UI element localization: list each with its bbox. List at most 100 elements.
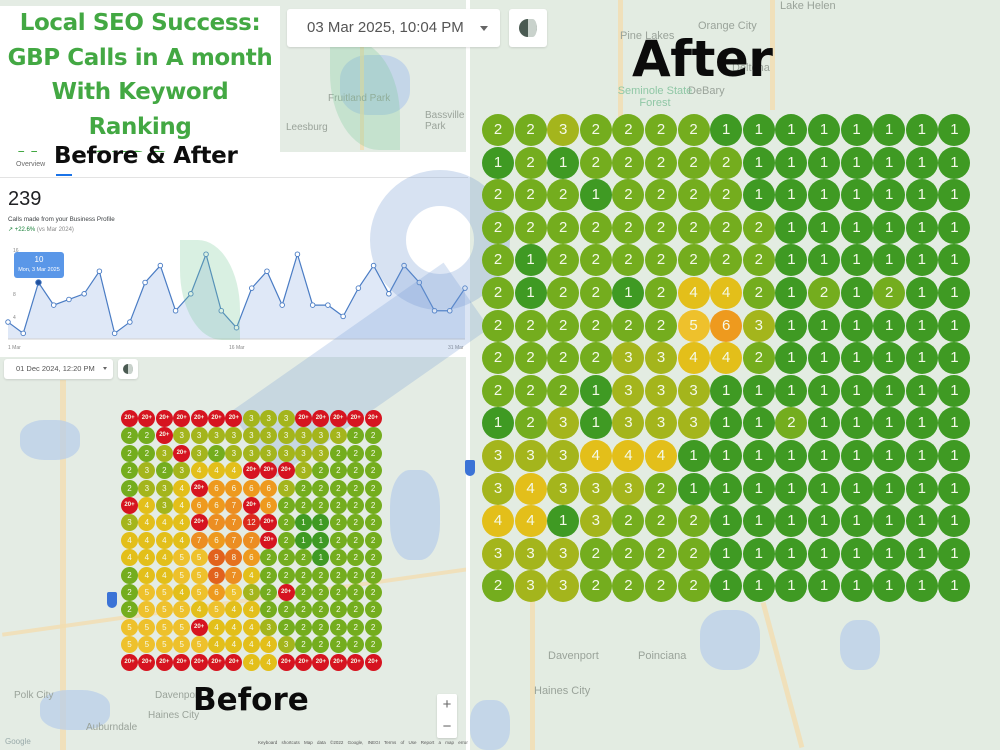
rank-marker[interactable]: 3 — [173, 427, 191, 445]
rank-marker[interactable]: 1 — [873, 407, 906, 440]
rank-marker[interactable]: 1 — [514, 277, 547, 309]
rank-marker[interactable]: 1 — [905, 342, 938, 375]
rank-marker[interactable]: 5 — [190, 584, 208, 601]
rank-marker[interactable]: 2 — [329, 549, 347, 567]
rank-marker[interactable]: 2 — [364, 444, 382, 462]
rank-marker[interactable]: 2 — [364, 427, 382, 445]
rank-marker[interactable]: 5 — [138, 601, 156, 619]
rank-marker[interactable]: 1 — [742, 537, 775, 570]
rank-marker[interactable]: 1 — [938, 277, 971, 309]
rank-marker[interactable]: 8 — [225, 549, 243, 567]
rank-marker[interactable]: 6 — [242, 479, 260, 497]
rank-marker[interactable]: 3 — [260, 444, 278, 462]
rank-marker[interactable]: 4 — [155, 566, 173, 584]
rank-marker[interactable]: 2 — [329, 566, 347, 584]
rank-marker[interactable]: 5 — [173, 618, 191, 636]
rank-marker[interactable]: 1 — [742, 114, 775, 146]
rank-marker[interactable]: 2 — [579, 570, 612, 603]
rank-marker[interactable]: 3 — [277, 636, 295, 654]
rank-marker[interactable]: 1 — [873, 146, 906, 179]
rank-marker[interactable]: 5 — [190, 549, 208, 567]
rank-marker[interactable]: 2 — [645, 505, 677, 538]
rank-marker[interactable]: 4 — [208, 462, 225, 480]
rank-marker[interactable]: 2 — [482, 114, 514, 146]
rank-marker[interactable]: 4 — [225, 636, 243, 654]
rank-marker[interactable]: 1 — [808, 211, 840, 244]
rank-marker[interactable]: 2 — [121, 584, 138, 601]
rank-marker[interactable]: 1 — [775, 342, 808, 375]
rank-marker[interactable]: 20+ — [155, 653, 173, 671]
rank-marker[interactable]: 2 — [347, 549, 365, 567]
rank-marker[interactable]: 2 — [645, 537, 677, 570]
rank-marker[interactable]: 20+ — [190, 410, 208, 427]
rank-marker[interactable]: 3 — [155, 479, 173, 497]
rank-marker[interactable]: 3 — [742, 309, 775, 342]
rank-marker[interactable]: 5 — [155, 636, 173, 654]
rank-marker[interactable]: 3 — [514, 537, 547, 570]
rank-marker[interactable]: 5 — [155, 584, 173, 601]
rank-marker[interactable]: 4 — [138, 514, 156, 532]
tab-overview[interactable]: Overview — [16, 161, 46, 168]
rank-marker[interactable]: 20+ — [260, 531, 278, 549]
rank-marker[interactable]: 2 — [873, 277, 906, 309]
rank-marker[interactable]: 1 — [482, 146, 514, 179]
rank-marker[interactable]: 2 — [329, 601, 347, 619]
rank-marker[interactable]: 2 — [514, 114, 547, 146]
rank-marker[interactable]: 2 — [329, 479, 347, 497]
rank-marker[interactable]: 1 — [295, 514, 312, 532]
rank-marker[interactable]: 2 — [329, 618, 347, 636]
rank-marker[interactable]: 1 — [905, 244, 938, 277]
calls-line-chart[interactable] — [0, 242, 468, 357]
rank-marker[interactable]: 1 — [775, 374, 808, 407]
rank-marker[interactable]: 5 — [173, 601, 191, 619]
rank-marker[interactable]: 1 — [938, 440, 971, 472]
rank-marker[interactable]: 20+ — [364, 410, 382, 427]
rank-marker[interactable]: 4 — [190, 601, 208, 619]
rank-marker[interactable]: 2 — [260, 566, 278, 584]
rank-marker[interactable]: 4 — [225, 462, 243, 480]
rank-marker[interactable]: 3 — [547, 407, 580, 440]
rank-marker[interactable]: 2 — [277, 566, 295, 584]
rank-marker[interactable]: 2 — [710, 244, 743, 277]
rank-marker[interactable]: 5 — [138, 618, 156, 636]
rank-marker[interactable]: 1 — [808, 537, 840, 570]
rank-marker[interactable]: 20+ — [208, 410, 225, 427]
rank-marker[interactable]: 3 — [242, 410, 260, 427]
rank-marker[interactable]: 2 — [645, 211, 677, 244]
rank-marker[interactable]: 20+ — [121, 410, 138, 427]
rank-marker[interactable]: 1 — [775, 211, 808, 244]
rank-marker[interactable]: 2 — [277, 497, 295, 514]
rank-marker[interactable]: 2 — [312, 636, 330, 654]
rank-marker[interactable]: 20+ — [260, 462, 278, 480]
rank-marker[interactable]: 4 — [514, 472, 547, 505]
rank-marker[interactable]: 1 — [840, 374, 873, 407]
rank-marker[interactable]: 2 — [312, 618, 330, 636]
rank-marker[interactable]: 2 — [347, 618, 365, 636]
rank-marker[interactable]: 2 — [710, 179, 743, 212]
rank-marker[interactable]: 1 — [710, 407, 743, 440]
rank-marker[interactable]: 1 — [905, 374, 938, 407]
rank-marker[interactable]: 1 — [938, 570, 971, 603]
rank-marker[interactable]: 2 — [329, 462, 347, 480]
rank-marker[interactable]: 1 — [808, 146, 840, 179]
rank-marker[interactable]: 1 — [905, 505, 938, 538]
rank-marker[interactable]: 1 — [905, 211, 938, 244]
rank-marker[interactable]: 2 — [482, 211, 514, 244]
rank-marker[interactable]: 2 — [514, 179, 547, 212]
rank-marker[interactable]: 4 — [482, 505, 514, 538]
rank-marker[interactable]: 2 — [742, 211, 775, 244]
rank-marker[interactable]: 7 — [242, 531, 260, 549]
rank-marker[interactable]: 20+ — [173, 410, 191, 427]
rank-marker[interactable]: 1 — [775, 505, 808, 538]
rank-marker[interactable]: 1 — [873, 537, 906, 570]
rank-marker[interactable]: 2 — [260, 584, 278, 601]
rank-marker[interactable]: 3 — [547, 114, 580, 146]
rank-marker[interactable]: 1 — [905, 277, 938, 309]
rank-marker[interactable]: 3 — [645, 342, 677, 375]
rank-marker[interactable]: 1 — [905, 440, 938, 472]
rank-marker[interactable]: 4 — [260, 653, 278, 671]
rank-marker[interactable]: 4 — [173, 514, 191, 532]
rank-marker[interactable]: 1 — [710, 114, 743, 146]
rank-marker[interactable]: 1 — [808, 570, 840, 603]
rank-marker[interactable]: 20+ — [277, 462, 295, 480]
